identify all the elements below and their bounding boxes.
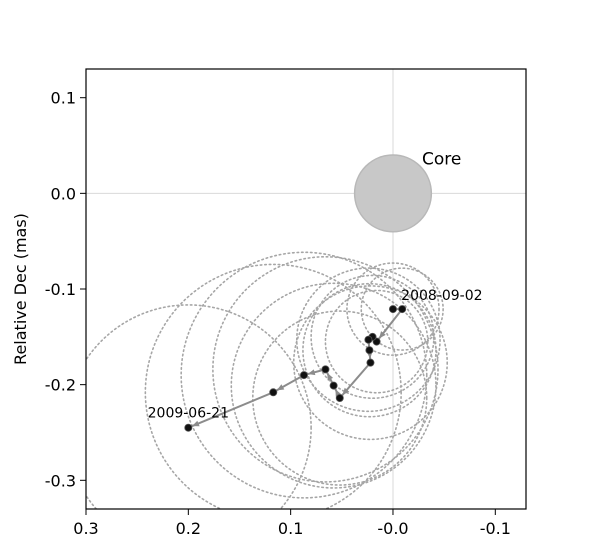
y-tick-label: 0.1 (51, 89, 76, 108)
component-size-circle (360, 267, 444, 351)
data-point (398, 305, 407, 314)
component-size-circles (86, 251, 449, 509)
component-size-circle (251, 310, 428, 486)
data-point (299, 371, 308, 380)
trajectory-segment (187, 391, 274, 429)
trajectory-arrowhead (379, 331, 386, 339)
trajectory-arrowhead (342, 387, 350, 396)
trajectory-arrowhead (327, 372, 334, 381)
component-size-circle (292, 285, 449, 441)
x-tick-label: 0.3 (73, 519, 98, 538)
x-tick-label: -0.1 (480, 519, 511, 538)
component-size-circle (144, 263, 402, 509)
y-tick-label: -0.2 (45, 376, 76, 395)
y-tick-label: -0.1 (45, 280, 76, 299)
component-size-circle (212, 255, 439, 483)
data-point (321, 365, 330, 374)
y-tick-label: 0.0 (51, 184, 76, 203)
y-tick-label: -0.3 (45, 471, 76, 490)
component-size-circle (310, 274, 435, 400)
component-size-circle (302, 282, 437, 418)
trajectory-arrowhead (335, 389, 342, 397)
x-tick-label: -0.0 (377, 519, 408, 538)
date-annotation: 2009-06-21 (148, 406, 229, 422)
x-tick-label: 0.2 (176, 519, 201, 538)
trajectory-arrowhead (192, 420, 200, 427)
component-size-circle (295, 267, 441, 413)
trajectory-arrowhead (276, 384, 285, 391)
trajectory-arrowhead (307, 369, 316, 376)
x-axis: 0.3 0.2 0.1 -0.0 -0.1 (73, 509, 511, 538)
y-axis: 0.1 0.0 -0.1 -0.2 -0.3 (45, 89, 86, 490)
core-label: Core (422, 149, 461, 169)
y-axis-label: Relative Dec (mas) (11, 213, 30, 365)
data-point (365, 346, 374, 355)
component-size-circle (324, 289, 429, 394)
data-point (329, 381, 338, 390)
component-size-circle (230, 282, 437, 489)
component-size-circle (180, 251, 428, 499)
core-disc (353, 154, 433, 233)
data-point (269, 388, 278, 397)
annotations: 2008-09-02 2009-06-21 (148, 288, 483, 422)
data-points (184, 305, 407, 432)
data-point (364, 335, 373, 344)
data-point (335, 394, 344, 403)
data-point (388, 305, 397, 314)
x-tick-label: 0.1 (278, 519, 303, 538)
plot-area (86, 69, 526, 509)
component-size-circle (86, 304, 312, 509)
component-size-circle (346, 262, 440, 356)
date-annotation: 2008-09-02 (401, 288, 482, 304)
data-point (184, 423, 193, 432)
data-point (366, 358, 375, 367)
